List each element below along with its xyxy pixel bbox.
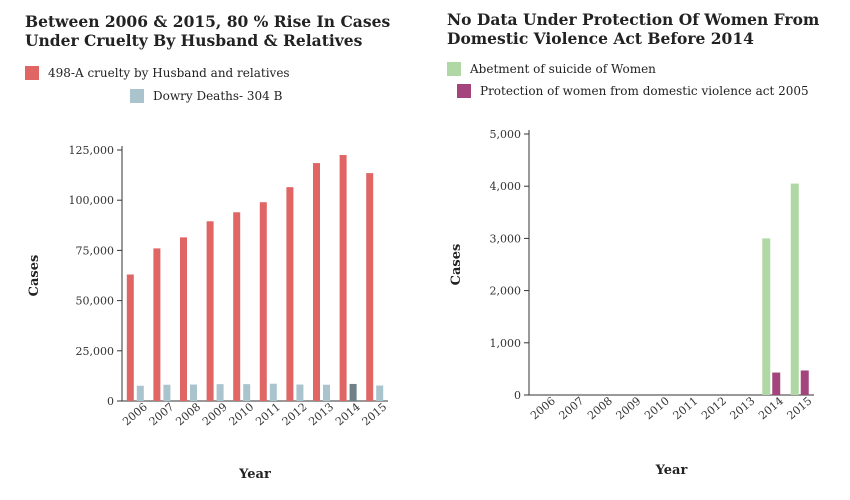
bar-2009-series-1 [206,221,214,401]
bar-2015-series-2 [376,385,384,401]
x-tick-label: 2009 [614,394,644,422]
legend-label: Protection of women from domestic violen… [480,84,809,98]
x-tick-label: 2010 [227,400,257,428]
x-tick-label: 2013 [728,394,758,422]
legend-label: Abetment of suicide of Women [470,62,656,76]
bar-2011-series-1 [259,202,267,401]
bar-2009-series-2 [216,384,224,401]
bar-2006-series-1 [126,274,134,401]
y-tick-label: 1,000 [490,337,522,350]
bar-2014-series-2 [349,383,357,401]
y-tick-label: 3,000 [490,232,522,245]
bar-2010-series-2 [243,384,251,401]
bar-chart-left: 025,00050,00075,000100,000125,0002006200… [27,144,390,482]
y-tick-label: 25,000 [76,345,115,358]
x-tick-label: 2009 [200,400,230,428]
x-tick-label: 2011 [671,394,701,422]
bar-chart-right: 01,0002,0003,0004,0005,00020062007200820… [449,128,815,478]
y-tick-label: 100,000 [69,194,115,207]
x-tick-label: 2006 [120,400,150,428]
bar-2013-series-2 [323,384,330,401]
bar-2007-series-2 [163,384,171,401]
x-tick-label: 2008 [173,400,203,428]
legend-item[interactable]: Protection of women from domestic violen… [457,84,809,98]
bar-2006-series-2 [136,385,144,401]
x-tick-label: 2013 [306,400,336,428]
bar-2014-series-1 [762,238,771,395]
chart-title: Between 2006 & 2015, 80 % Rise In Cases … [25,12,391,50]
bar-2008-series-1 [180,237,187,401]
y-tick-label: 0 [107,395,114,408]
bar-2010-series-1 [233,212,241,401]
x-tick-label: 2015 [785,394,815,422]
legend-swatch [130,89,144,103]
x-tick-label: 2014 [333,400,363,428]
y-tick-label: 4,000 [490,180,522,193]
y-axis-title: Cases [449,244,464,286]
legend-item[interactable]: Dowry Deaths- 304 B [130,89,282,103]
bar-2014-series-1 [339,155,347,401]
x-axis-title: Year [655,463,688,478]
bar-2008-series-2 [190,384,197,401]
legend-label: Dowry Deaths- 304 B [153,89,283,103]
y-tick-label: 5,000 [490,128,522,141]
x-tick-label: 2007 [557,394,587,422]
bar-2007-series-1 [153,248,161,401]
bar-2015-series-1 [366,173,374,401]
y-tick-label: 75,000 [76,244,115,257]
bar-2015-series-2 [800,370,809,395]
bar-2012-series-1 [286,187,294,401]
left-chart-panel: Between 2006 & 2015, 80 % Rise In Cases … [0,0,420,500]
y-tick-label: 0 [514,389,521,402]
bar-2013-series-1 [313,163,320,401]
legend-label: 498-A cruelty by Husband and relatives [48,66,290,80]
right-chart-panel: No Data Under Protection Of Women From D… [425,0,850,500]
legend-swatch [457,84,471,98]
x-tick-label: 2007 [147,400,177,428]
y-axis-title: Cases [27,255,42,297]
x-axis-title: Year [238,467,271,482]
bar-2014-series-2 [772,372,781,395]
x-tick-label: 2011 [253,400,283,428]
x-tick-label: 2015 [360,400,390,428]
legend-swatch [25,66,39,80]
bar-2012-series-2 [296,384,304,401]
y-tick-label: 125,000 [69,144,115,157]
bar-2015-series-1 [790,183,799,395]
x-tick-label: 2010 [642,394,672,422]
legend-swatch [447,62,461,76]
x-tick-label: 2014 [756,394,786,422]
x-tick-label: 2006 [528,394,558,422]
y-tick-label: 2,000 [490,285,522,298]
legend-item[interactable]: 498-A cruelty by Husband and relatives [25,66,290,80]
legend-item[interactable]: Abetment of suicide of Women [447,62,656,76]
chart-title: No Data Under Protection Of Women From D… [447,10,820,48]
bar-2011-series-2 [269,383,277,401]
x-tick-label: 2012 [280,400,310,428]
y-tick-label: 50,000 [76,295,115,308]
x-tick-label: 2008 [585,394,615,422]
x-tick-label: 2012 [699,394,729,422]
